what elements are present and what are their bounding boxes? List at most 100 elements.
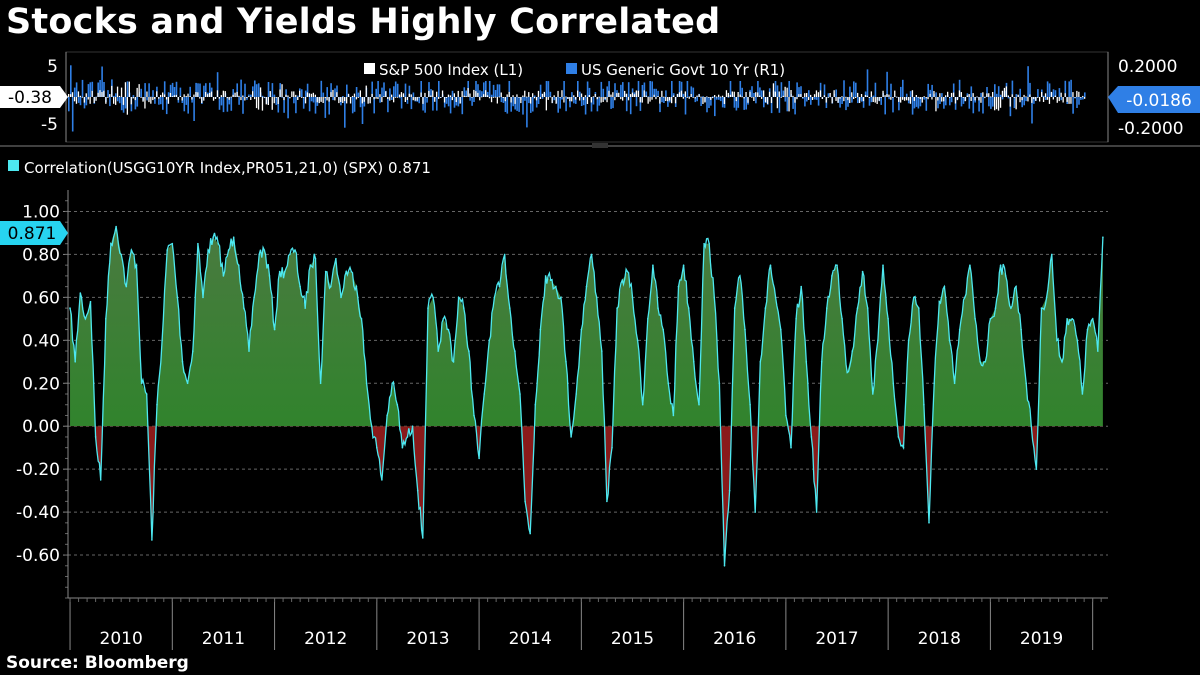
spx-change-bar <box>187 93 189 97</box>
yield-change-bar <box>85 97 88 106</box>
spx-change-bar <box>672 95 675 97</box>
spx-change-bar <box>815 90 818 97</box>
spx-change-bar <box>75 97 78 104</box>
spx-change-bar <box>1078 91 1080 97</box>
correlation-point <box>432 296 434 299</box>
yield-change-bar <box>228 97 231 105</box>
correlation-point <box>560 296 562 299</box>
x-axis: 2010 2011 2012 2013 2014 2015 2016 2017 2018 2019 <box>69 598 1102 650</box>
spx-change-bar <box>257 97 260 110</box>
spx-change-bar <box>1031 97 1033 103</box>
correlation-point <box>365 382 368 385</box>
yield-change-bar <box>449 97 452 114</box>
spx-change-bar <box>160 94 162 97</box>
spx-change-bar <box>379 94 381 97</box>
spx-change-bar <box>169 93 172 97</box>
spx-change-bar <box>496 97 498 104</box>
spx-change-bar <box>676 94 679 97</box>
yield-change-bar <box>295 97 297 114</box>
yield-change-bar <box>271 83 274 97</box>
yield-change-bar <box>590 97 593 112</box>
yield-change-bar <box>103 82 105 97</box>
yield-change-bar <box>995 93 998 97</box>
yield-change-bar <box>116 97 119 102</box>
yield-change-bar <box>958 79 961 97</box>
correlation-point <box>989 318 992 320</box>
spx-change-bar <box>171 96 174 97</box>
correlation-point <box>1020 328 1022 331</box>
yield-change-bar <box>886 71 888 97</box>
correlation-point <box>498 285 501 288</box>
spx-change-bar <box>281 84 283 97</box>
y-tick-label: 0.40 <box>22 331 60 351</box>
correlation-point <box>386 414 388 417</box>
correlation-point <box>94 436 97 438</box>
spx-change-bar <box>911 90 914 97</box>
spx-change-bar <box>682 97 684 99</box>
spx-change-bar <box>486 95 489 97</box>
yield-change-bar <box>796 82 798 97</box>
yield-change-bar <box>582 97 585 106</box>
spx-change-bar <box>952 92 955 97</box>
yield-change-bar <box>584 97 587 115</box>
spx-change-bar <box>917 96 919 98</box>
spx-change-bar <box>87 97 89 100</box>
yield-change-bar <box>563 80 565 97</box>
spx-change-bar <box>111 85 113 97</box>
correlation-point <box>882 264 884 267</box>
correlation-point <box>176 296 179 299</box>
spx-change-bar <box>696 95 698 97</box>
spx-change-bar <box>986 93 988 97</box>
yield-change-bar <box>970 86 973 97</box>
spx-change-bar <box>201 97 203 103</box>
yield-change-bar <box>326 87 328 97</box>
spx-change-bar <box>248 96 250 97</box>
yield-change-bar <box>815 97 818 100</box>
yield-change-bar <box>694 97 697 103</box>
correlation-point <box>590 253 593 256</box>
panel-resize-handle[interactable] <box>592 143 608 148</box>
correlation-point <box>774 296 777 299</box>
correlation-point <box>728 489 731 492</box>
spx-change-bar <box>892 97 894 98</box>
correlation-point <box>836 264 838 267</box>
yield-change-bar <box>506 97 509 114</box>
yield-change-bar <box>860 97 863 102</box>
yield-change-bar <box>273 94 276 97</box>
yield-change-bar <box>610 97 612 109</box>
spx-change-bar <box>843 97 845 102</box>
spx-change-bar <box>422 97 424 104</box>
yield-change-bar <box>911 97 914 115</box>
spx-change-bar <box>999 97 1002 108</box>
spx-change-bar <box>802 97 804 98</box>
yield-change-bar <box>835 89 837 97</box>
spx-change-bar <box>712 97 714 99</box>
spx-change-bar <box>990 96 992 98</box>
spx-change-bar <box>469 93 471 97</box>
spx-change-bar <box>841 96 843 97</box>
spx-change-bar <box>428 90 430 97</box>
yield-change-bar <box>741 87 743 97</box>
yield-change-bar <box>488 80 491 97</box>
yield-change-bar <box>941 93 943 97</box>
spx-change-bar <box>784 86 786 97</box>
yield-change-bar <box>391 97 393 100</box>
correlation-point <box>319 382 322 385</box>
yield-change-bar <box>293 97 295 104</box>
yield-change-bar <box>535 97 538 108</box>
spx-change-bar <box>913 97 915 101</box>
yield-change-bar <box>629 97 632 115</box>
spx-change-bar <box>449 95 452 97</box>
correlation-point <box>447 328 450 331</box>
correlation-point <box>314 257 317 260</box>
spx-change-bar <box>851 92 853 97</box>
spx-change-bar <box>167 97 170 104</box>
spx-change-bar <box>537 90 540 97</box>
yield-change-bar <box>496 84 499 97</box>
correlation-point <box>151 539 153 541</box>
spx-change-bar <box>976 96 978 98</box>
yield-change-bar <box>847 97 849 107</box>
yield-change-bar <box>684 97 687 115</box>
yield-change-bar <box>665 90 667 97</box>
yield-change-bar <box>398 97 401 99</box>
